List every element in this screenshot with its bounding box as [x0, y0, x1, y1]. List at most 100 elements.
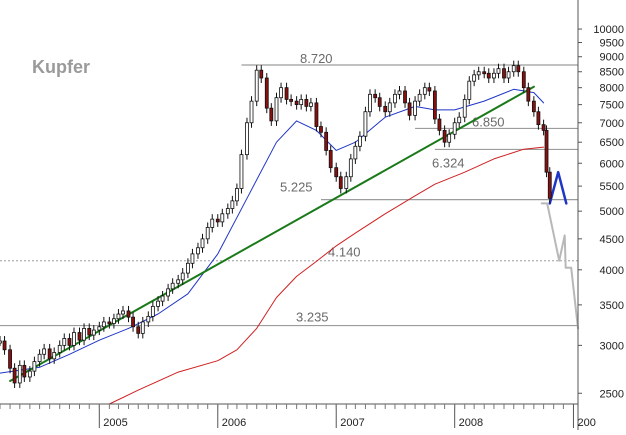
candle-body: [279, 87, 283, 99]
candle-body: [254, 69, 259, 102]
candle-body: [156, 300, 160, 307]
y-tick-label: 9500: [600, 38, 624, 50]
candle-body: [67, 338, 72, 346]
candle-body: [235, 188, 239, 202]
candle-body: [482, 71, 487, 75]
y-tick-label: 6000: [600, 158, 624, 170]
candle-body: [47, 348, 52, 360]
candle-body: [239, 154, 244, 189]
candle-body: [17, 364, 22, 384]
candle-body: [344, 176, 349, 189]
projection-gray: [540, 202, 579, 330]
candle-body: [368, 93, 372, 113]
candle-body: [62, 338, 67, 346]
candle-body: [264, 77, 269, 109]
level-label: 6.324: [432, 155, 465, 170]
candle-body: [91, 329, 96, 336]
candle-body: [131, 316, 135, 328]
candle-body: [544, 129, 549, 173]
level-label: 4.140: [328, 245, 361, 260]
candle-body: [176, 279, 181, 284]
candle-body: [304, 99, 309, 107]
candle-body: [319, 126, 323, 133]
candle-body: [2, 340, 7, 351]
candle-body: [521, 71, 526, 89]
moving-average-red: [108, 146, 545, 405]
candle-body: [348, 158, 353, 178]
candle-body: [107, 321, 112, 325]
candle-body: [407, 102, 412, 116]
trendline: [9, 85, 535, 382]
candle-body: [462, 99, 467, 118]
y-tick-label: 10000: [593, 24, 624, 36]
candle-body: [492, 72, 496, 79]
candle-body: [547, 171, 552, 199]
candle-body: [215, 218, 220, 223]
moving-average-blue: [0, 88, 545, 374]
candle-body: [427, 87, 432, 92]
y-tick-label: 2500: [600, 388, 624, 400]
level-label: 8.720: [300, 51, 333, 66]
candle-body: [166, 288, 171, 297]
y-tick-label: 4500: [600, 234, 624, 246]
candle-body: [32, 361, 37, 372]
candle-body: [294, 100, 299, 106]
candle-body: [27, 370, 32, 378]
y-tick-label: 5500: [600, 181, 624, 193]
candle-body: [42, 348, 47, 355]
level-label: 5.225: [280, 180, 313, 195]
candle-body: [52, 352, 57, 360]
candle-body: [225, 208, 230, 215]
x-tick-label: 2007: [340, 417, 364, 429]
candle-body: [12, 367, 17, 384]
candle-body: [383, 105, 388, 113]
y-tick-label: 6500: [600, 137, 624, 149]
candle-body: [541, 124, 546, 131]
candle-body: [413, 100, 417, 116]
candle-body: [180, 272, 185, 281]
candle-body: [190, 253, 195, 264]
candle-body: [393, 93, 397, 104]
candle-body: [516, 65, 521, 73]
candle-body: [259, 69, 264, 79]
candle-body: [170, 282, 175, 290]
candle-body: [136, 326, 141, 334]
candle-body: [496, 68, 501, 74]
candle-body: [472, 74, 477, 82]
candle-body: [358, 135, 362, 147]
candle-body: [353, 145, 358, 160]
candle-body: [112, 318, 116, 324]
candle-body: [338, 176, 343, 189]
candle-body: [150, 305, 155, 317]
candle-body: [249, 100, 254, 124]
candle-body: [334, 167, 339, 178]
candle-body: [196, 247, 200, 255]
candle-body: [403, 90, 407, 104]
candle-body: [160, 295, 165, 302]
candle-body: [299, 99, 304, 106]
candle-body: [101, 321, 106, 328]
candle-body: [210, 218, 215, 228]
candle-body: [205, 227, 210, 240]
y-tick-label: 3500: [600, 300, 624, 312]
candle-body: [432, 90, 437, 120]
candle-body: [467, 80, 472, 100]
candle-body: [0, 340, 2, 344]
candle-body: [476, 71, 481, 76]
candle-body: [486, 72, 491, 79]
y-tick-label: 7500: [600, 100, 624, 112]
candle-body: [87, 328, 92, 336]
candle-body: [200, 238, 205, 249]
candle-body: [452, 122, 457, 135]
candle-body: [417, 93, 422, 102]
candle-body: [442, 129, 447, 143]
candle-body: [309, 102, 313, 107]
y-tick-label: 5000: [600, 206, 624, 218]
y-tick-label: 4000: [600, 265, 624, 277]
candle-body: [511, 65, 516, 73]
candle-body: [531, 100, 536, 113]
candle-body: [186, 262, 190, 274]
candle-body: [82, 328, 86, 341]
candle-body: [328, 150, 333, 169]
